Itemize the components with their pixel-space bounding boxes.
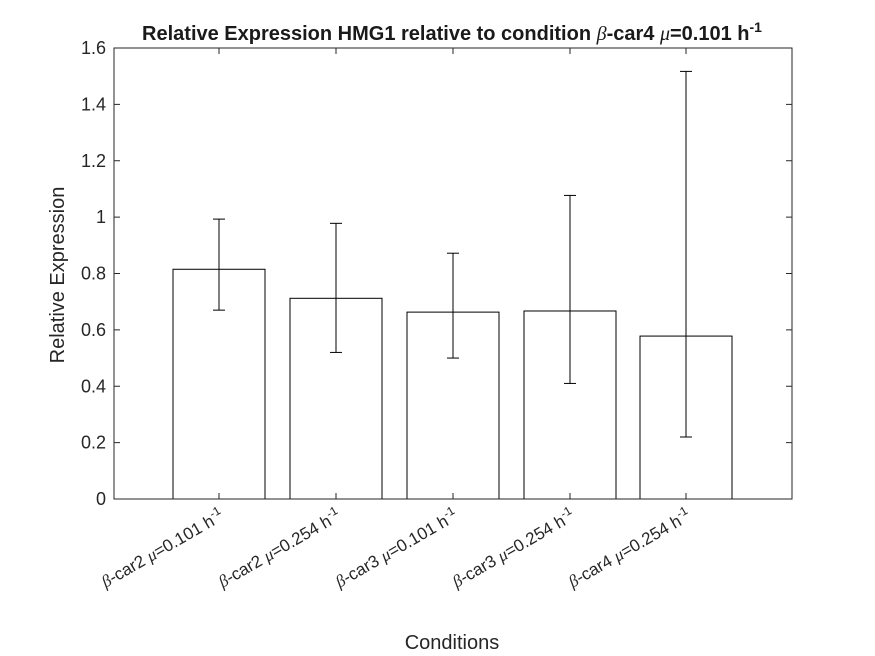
- y-axis-label: Relative Expression: [47, 187, 69, 364]
- y-tick-label: 1.4: [81, 94, 106, 114]
- y-tick-label: 1.6: [81, 38, 106, 58]
- y-axis-ticks: 0 0.2 0.4 0.6 0.8 1 1.2 1.4 1.6: [81, 38, 792, 509]
- y-tick-label: 0.4: [81, 376, 106, 396]
- chart-title: Relative Expression HMG1 relative to con…: [142, 19, 762, 45]
- y-tick-label: 1: [96, 207, 106, 227]
- y-tick-label: 0: [96, 489, 106, 509]
- y-tick-label: 0.2: [81, 433, 106, 453]
- errorbars-group: [213, 70, 692, 438]
- y-tick-label: 1.2: [81, 151, 106, 171]
- y-tick-label: 0.6: [81, 320, 106, 340]
- x-axis-label: Conditions: [405, 632, 500, 654]
- y-tick-label: 0.8: [81, 264, 106, 284]
